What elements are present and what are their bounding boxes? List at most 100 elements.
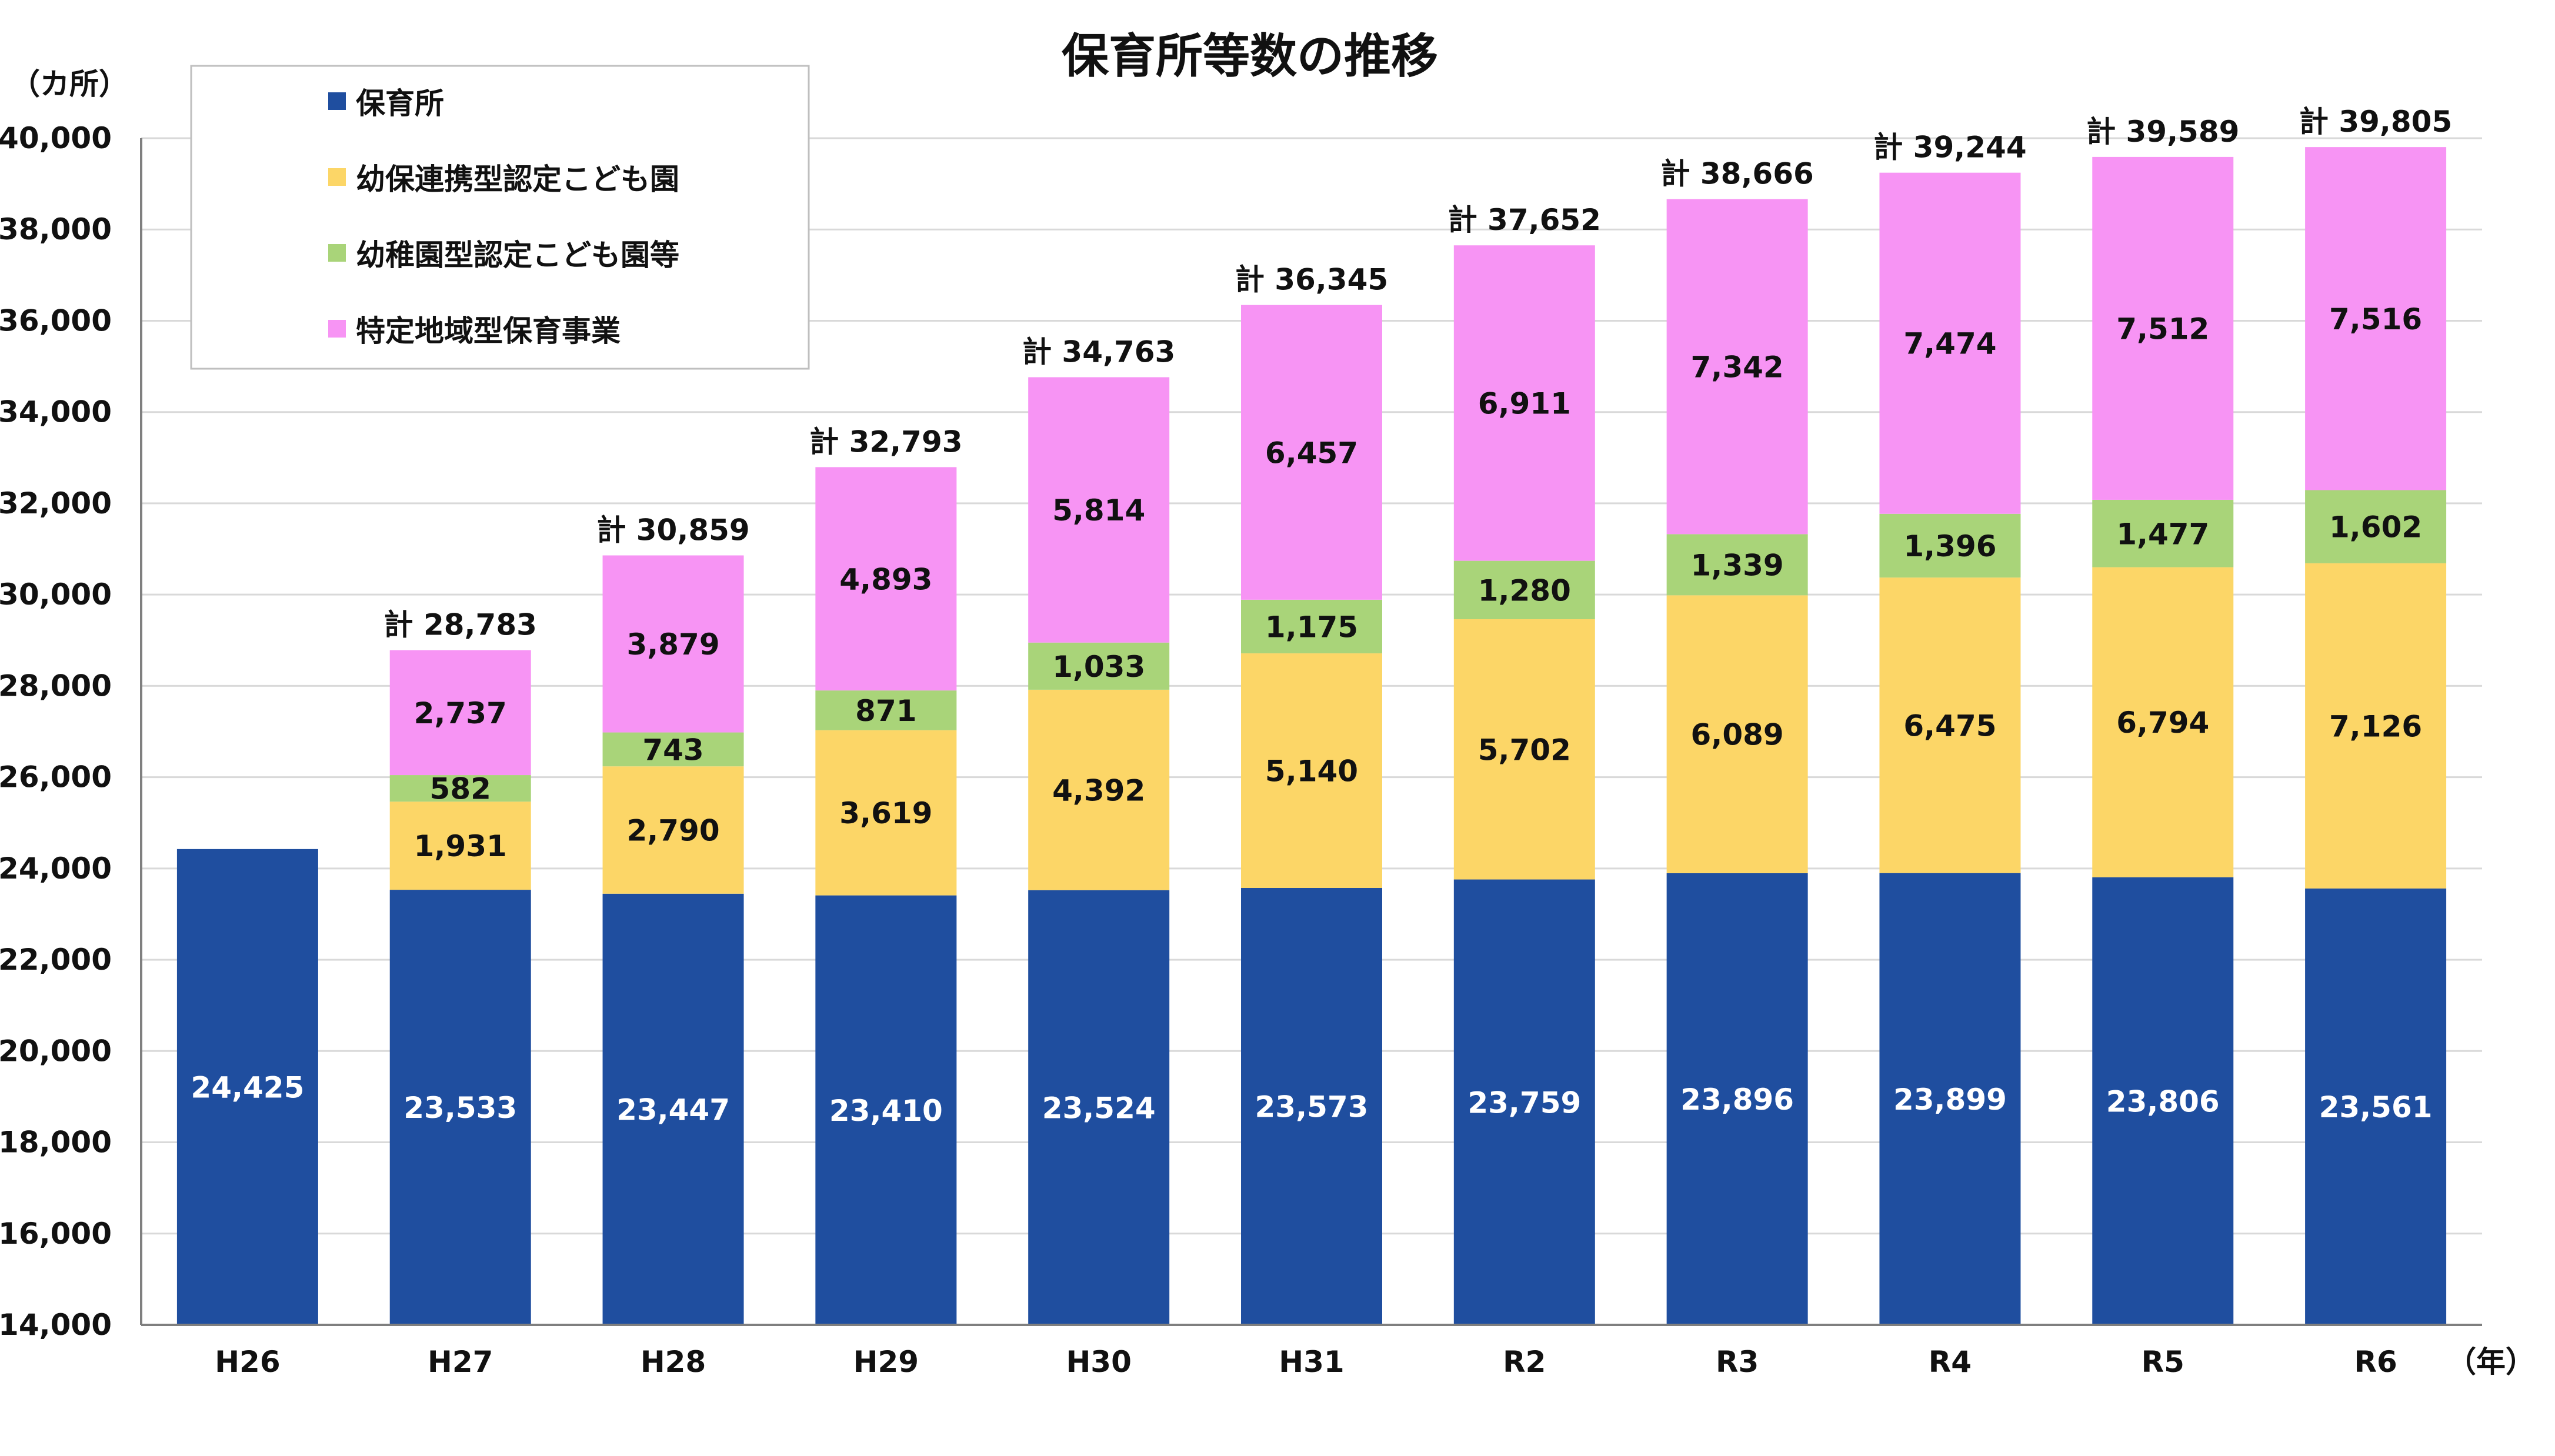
data-label: 1,396 <box>1903 529 1996 563</box>
bar-segment <box>602 766 744 894</box>
data-label: 4,392 <box>1052 773 1145 807</box>
bar-segment <box>1028 642 1170 690</box>
data-label: 1,280 <box>1478 573 1571 607</box>
data-label: 1,477 <box>2116 517 2209 551</box>
data-label: 1,931 <box>414 829 507 863</box>
data-label: 5,814 <box>1052 493 1145 527</box>
bar-segment <box>1241 599 1382 654</box>
data-label: 23,447 <box>616 1093 730 1127</box>
bar-segment <box>1666 595 1808 873</box>
bar-segment <box>389 775 531 802</box>
total-label: 計 39,244 <box>1873 131 2026 165</box>
total-label: 計 34,763 <box>1022 335 1175 369</box>
y-tick-label: 16,000 <box>0 1217 112 1251</box>
bar-segment <box>815 690 957 730</box>
data-label: 23,806 <box>2106 1084 2220 1118</box>
data-label: 23,561 <box>2319 1090 2433 1124</box>
bar-segment <box>1028 377 1170 643</box>
data-label: 2,737 <box>414 696 507 730</box>
bar-segment <box>1453 879 1595 1325</box>
data-label: 7,512 <box>2116 312 2209 346</box>
bar-segment <box>1666 199 1808 535</box>
data-label: 6,794 <box>2116 706 2209 740</box>
bar-segment <box>1666 534 1808 596</box>
data-label: 6,911 <box>1478 386 1571 420</box>
bar-segment <box>1241 887 1382 1325</box>
x-tick-label: H29 <box>853 1345 919 1379</box>
data-label: 3,879 <box>626 627 719 662</box>
bar-segment <box>1028 689 1170 890</box>
bar-segment <box>2092 156 2234 500</box>
total-label: 計 32,793 <box>809 425 962 459</box>
y-tick-label: 18,000 <box>0 1126 112 1160</box>
legend-box <box>190 65 810 370</box>
bars: 24,425 23,533 1,931 582 2,737 計 28,783 23,447 2… <box>176 105 2452 1325</box>
bar-segment <box>2092 877 2234 1325</box>
y-tick-label: 24,000 <box>0 851 112 886</box>
bar-segment <box>2305 490 2447 563</box>
legend-label: 幼稚園型認定こども園等 <box>356 238 679 272</box>
chart-title: 保育所等数の推移 <box>1062 29 1438 84</box>
data-label: 6,457 <box>1265 436 1358 470</box>
bar-segment <box>176 849 318 1325</box>
data-label: 6,475 <box>1903 709 1996 743</box>
data-label: 3,619 <box>839 796 932 830</box>
bar-segment <box>602 732 744 767</box>
bar-segment <box>1241 305 1382 600</box>
legend-label: 特定地域型保育事業 <box>356 314 621 348</box>
bar-segment <box>1879 577 2021 873</box>
y-tick-label: 40,000 <box>0 121 112 155</box>
bar-segment <box>2305 147 2447 490</box>
y-axis-ticks: 14,000 16,000 18,000 20,000 22,000 24,000 26,0… <box>0 121 112 1342</box>
total-label: 計 39,805 <box>2299 105 2452 139</box>
data-label: 871 <box>855 694 916 728</box>
x-tick-label: H28 <box>641 1345 706 1379</box>
legend-swatch <box>328 320 346 338</box>
x-axis-unit-label: （年） <box>2447 1345 2535 1379</box>
bar-segment <box>815 895 957 1325</box>
data-label: 743 <box>642 733 703 767</box>
bar-segment <box>1028 890 1170 1325</box>
x-tick-label: R4 <box>1929 1345 1972 1379</box>
total-label: 計 30,859 <box>596 513 749 547</box>
bar-segment <box>1241 653 1382 888</box>
data-label: 23,410 <box>829 1094 943 1128</box>
bar-segment <box>389 890 531 1325</box>
bar-segment <box>1453 245 1595 561</box>
legend-swatch <box>328 244 346 262</box>
y-tick-label: 26,000 <box>0 760 112 794</box>
data-label: 6,089 <box>1691 718 1784 752</box>
data-label: 7,474 <box>1903 327 1996 361</box>
data-label: 1,033 <box>1052 650 1145 684</box>
total-label: 計 38,666 <box>1660 157 1813 191</box>
total-label: 計 28,783 <box>384 608 537 642</box>
y-axis-unit-label: （カ所） <box>11 67 128 101</box>
legend-swatch <box>328 92 346 110</box>
data-label: 1,602 <box>2329 510 2422 545</box>
axes <box>140 138 2482 1326</box>
bar-segment <box>389 650 531 776</box>
data-label: 24,425 <box>191 1070 304 1104</box>
data-label: 7,126 <box>2329 709 2422 743</box>
data-label: 23,573 <box>1255 1090 1369 1124</box>
bar-segment <box>1879 513 2021 578</box>
bar-segment <box>602 893 744 1325</box>
total-label: 計 36,345 <box>1235 263 1388 297</box>
data-label: 4,893 <box>839 562 932 596</box>
bar-segment <box>1879 873 2021 1325</box>
data-label: 23,524 <box>1042 1091 1156 1125</box>
bar-segment <box>389 802 531 890</box>
data-label: 2,790 <box>626 813 719 847</box>
data-label: 23,896 <box>1680 1083 1794 1117</box>
data-label: 1,175 <box>1265 610 1358 644</box>
y-tick-label: 22,000 <box>0 943 112 977</box>
y-tick-label: 34,000 <box>0 395 112 429</box>
x-tick-label: H26 <box>215 1345 280 1379</box>
x-tick-label: R3 <box>1716 1345 1759 1379</box>
x-tick-label: R2 <box>1503 1345 1546 1379</box>
data-label: 7,342 <box>1691 350 1784 384</box>
bar-segment <box>2305 888 2447 1325</box>
y-tick-label: 32,000 <box>0 486 112 520</box>
bar-segment <box>1666 873 1808 1325</box>
